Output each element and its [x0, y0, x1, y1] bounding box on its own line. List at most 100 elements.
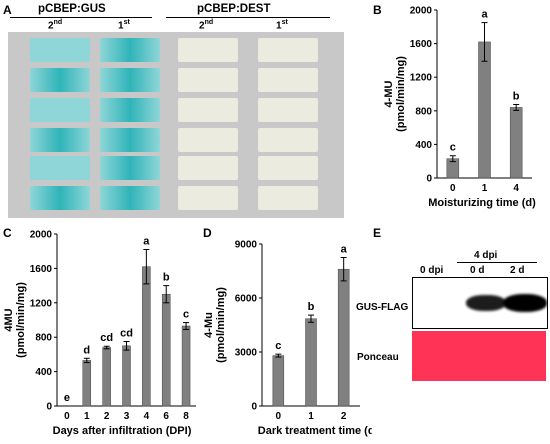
tissue-strip	[30, 68, 90, 92]
bar	[102, 347, 111, 407]
lane-label-dest-2nd: 2nd	[199, 19, 214, 32]
tissue-strip	[100, 156, 160, 180]
bar	[337, 268, 350, 407]
x-tick-label: 3	[124, 411, 130, 422]
protein-band	[503, 294, 547, 312]
blot-lane-0d: 0 d	[470, 265, 485, 276]
blot-lane-0dpi: 0 dpi	[420, 265, 444, 276]
bar	[142, 266, 151, 407]
tissue-strip	[178, 156, 238, 180]
x-tick-label: 4	[144, 411, 150, 422]
chart-b: 0 400 800 1200 1600 2000 c 0 a 1 b 4 Moisturizing ti…	[383, 6, 536, 210]
tissue-strip	[258, 128, 318, 152]
y-tick-label: 1600	[410, 39, 433, 50]
group-label-dest: pCBEP:DEST	[197, 3, 271, 15]
y-tick-label: 6000	[235, 294, 258, 305]
significance-letter: c	[275, 340, 281, 352]
panel-letter-e: E	[373, 226, 382, 240]
x-tick-label: 4	[513, 183, 519, 194]
tissue-strip	[100, 128, 160, 152]
y-tick-label: 9000	[235, 240, 258, 251]
significance-letter: c	[183, 309, 189, 321]
x-axis-label: Dark treatment time (d)	[258, 425, 372, 437]
y-axis-label: (pmol/min/mg)	[15, 282, 27, 358]
tissue-strip	[30, 128, 90, 152]
blot-top-label: 4 dpi	[474, 250, 498, 261]
bar	[272, 355, 285, 407]
blot-top-rule	[457, 262, 537, 263]
y-axis-label: 4-Mu	[203, 312, 215, 338]
group-label-gus: pCBEP:GUS	[38, 3, 106, 15]
tissue-strip	[30, 38, 90, 62]
y-tick-label: 400	[35, 367, 52, 378]
panel-letter-a: A	[3, 3, 12, 17]
x-tick-label: 0	[450, 183, 456, 194]
protein-band	[466, 295, 506, 311]
y-axis-label: 4-MU	[383, 81, 395, 108]
blot-membrane	[412, 277, 548, 329]
y-tick-label: 3000	[235, 348, 258, 359]
x-tick-label: 2	[341, 411, 347, 422]
chart-d: 0 3000 6000 9000 c 0 b 1 a 2 Dark treatment time (…	[203, 240, 372, 438]
bar	[161, 293, 171, 407]
significance-letter: b	[163, 272, 170, 284]
x-axis-label: Days after infiltration (DPI)	[53, 425, 192, 437]
x-tick-label: 1	[308, 411, 314, 422]
significance-letter: a	[341, 244, 348, 256]
y-tick-label: 0	[46, 402, 52, 413]
tissue-strip	[100, 38, 160, 62]
panel-letter-d: D	[203, 226, 212, 240]
x-tick-label: 8	[183, 411, 189, 422]
y-tick-label: 0	[426, 174, 432, 185]
tissue-strip	[258, 186, 318, 210]
blot-row-ponceau: Ponceau	[357, 352, 399, 363]
y-tick-label: 1200	[410, 73, 433, 84]
significance-letter: b	[513, 91, 520, 103]
tissue-strip	[178, 128, 238, 152]
y-axis-label: (pmol/min/mg)	[395, 56, 407, 132]
tissue-strip	[100, 186, 160, 210]
y-tick-label: 1600	[30, 264, 53, 275]
chart-c: 0 400 800 1200 1600 2000 e 0 d 1 cd 2 cd 3 a 4 b 6 c 8 Days …	[3, 230, 196, 437]
significance-letter: a	[143, 235, 150, 247]
tissue-strip	[258, 38, 318, 62]
x-tick-label: 0	[64, 411, 70, 422]
bar	[181, 325, 191, 407]
significance-letter: a	[481, 9, 488, 21]
tissue-strip	[178, 38, 238, 62]
bar	[478, 41, 491, 179]
significance-letter: cd	[120, 328, 133, 340]
significance-letter: d	[83, 344, 90, 356]
blot-lane-2d: 2 d	[510, 265, 525, 276]
y-axis-label: (pmol/min/mg)	[215, 287, 227, 363]
x-tick-label: 0	[276, 411, 282, 422]
x-tick-label: 6	[163, 411, 169, 422]
stained-tissue-photo	[8, 32, 344, 218]
significance-letter: e	[64, 392, 70, 404]
lane-label-dest-1st: 1st	[276, 19, 288, 32]
x-tick-label: 2	[104, 411, 110, 422]
tissue-strip	[178, 186, 238, 210]
tissue-strip	[178, 98, 238, 122]
bar	[122, 345, 131, 407]
y-tick-label: 800	[35, 333, 52, 344]
significance-letter: b	[308, 301, 315, 313]
panel-letter-c: C	[3, 226, 12, 240]
y-axis-label: 4MU	[3, 308, 15, 331]
tissue-strip	[178, 68, 238, 92]
blot-row-gusflag: GUS-FLAG	[356, 302, 409, 313]
x-tick-label: 1	[482, 183, 488, 194]
y-tick-label: 0	[251, 402, 257, 413]
lane-label-gus-2nd: 2nd	[48, 19, 63, 32]
tissue-strip	[258, 98, 318, 122]
tissue-strip	[100, 98, 160, 122]
y-tick-label: 1200	[30, 298, 53, 309]
y-tick-label: 800	[415, 106, 432, 117]
y-tick-label: 400	[415, 140, 432, 151]
group-rule-gus	[10, 17, 152, 18]
bar	[305, 318, 317, 407]
significance-letter: c	[450, 142, 456, 154]
group-rule-dest	[166, 17, 330, 18]
tissue-strip	[30, 156, 90, 180]
tissue-strip	[258, 68, 318, 92]
